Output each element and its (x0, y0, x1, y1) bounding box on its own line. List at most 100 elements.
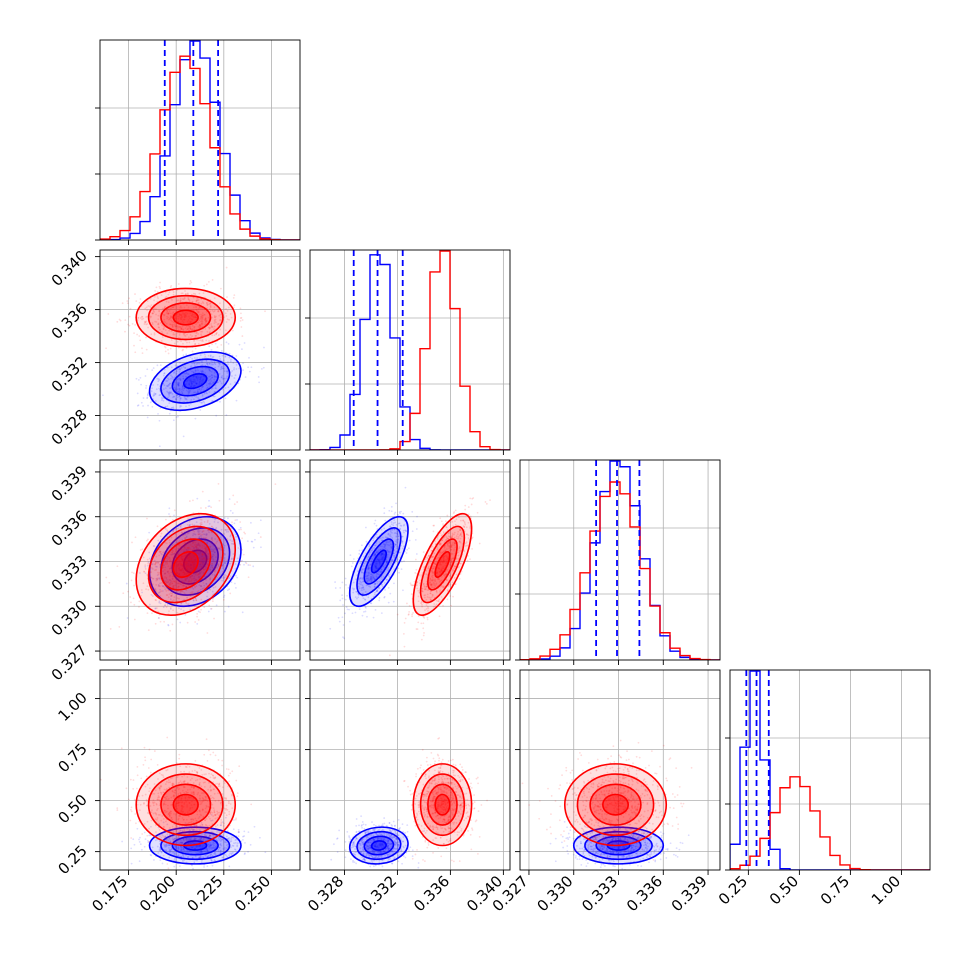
sample-point (384, 536, 387, 539)
sample-point (429, 598, 432, 601)
sample-point (185, 548, 188, 551)
sample-point (380, 558, 383, 561)
sample-point (439, 542, 442, 545)
sample-point (160, 330, 163, 333)
sample-point (188, 517, 190, 520)
sample-point (181, 538, 184, 541)
sample-point (207, 382, 210, 385)
sample-point (183, 387, 186, 390)
density-fill (183, 373, 207, 389)
sample-point (183, 572, 186, 574)
sample-point (178, 370, 181, 373)
sample-point (454, 546, 457, 549)
sample-point (213, 325, 216, 328)
sample-point (411, 510, 414, 513)
sample-point (408, 539, 411, 542)
sample-point (395, 540, 397, 543)
sample-point (180, 327, 183, 330)
sample-point (420, 601, 423, 604)
sample-point (201, 395, 204, 397)
sample-point (226, 855, 229, 858)
sample-point (185, 304, 188, 307)
sample-point (196, 551, 199, 553)
sample-point (199, 390, 202, 393)
sample-point (459, 532, 462, 535)
sample-point (420, 638, 423, 641)
sample-point (374, 583, 376, 585)
sample-point (174, 389, 177, 392)
sample-point (464, 504, 467, 507)
sample-point (197, 543, 200, 546)
sample-point (193, 340, 195, 342)
sample-point (181, 581, 184, 584)
sample-point (218, 362, 221, 364)
sample-point (201, 369, 204, 372)
sample-point (158, 326, 160, 329)
sample-point (145, 588, 147, 591)
sample-point (391, 537, 394, 539)
sample-point (227, 605, 230, 608)
sample-point (395, 545, 398, 548)
sample-point (181, 558, 184, 561)
sample-point (457, 554, 460, 557)
sample-point (122, 592, 125, 595)
sample-point (364, 598, 366, 601)
sample-point (233, 367, 236, 369)
sample-point (180, 839, 182, 841)
sample-point (213, 617, 215, 620)
sample-point (202, 838, 205, 841)
sample-point (206, 307, 209, 310)
sample-point (168, 318, 171, 320)
sample-point (359, 562, 362, 565)
sample-point (141, 318, 143, 321)
sample-point (189, 333, 192, 336)
sample-point (196, 311, 199, 314)
sample-point (440, 596, 443, 598)
sample-point (445, 556, 448, 558)
sample-point (223, 846, 226, 849)
sample-point (223, 553, 226, 555)
sample-point (162, 585, 165, 588)
sample-point (170, 391, 172, 394)
sample-point (183, 573, 186, 576)
sample-point (233, 368, 235, 371)
sample-point (386, 560, 389, 563)
sample-point (200, 339, 203, 342)
sample-point (451, 532, 454, 535)
sample-point (174, 324, 176, 327)
sample-point (469, 515, 472, 518)
sample-point (176, 394, 179, 397)
sample-point (210, 813, 213, 816)
sample-point (203, 545, 206, 548)
sample-point (392, 524, 395, 527)
sample-point (390, 561, 392, 564)
sample-point (365, 540, 368, 543)
sample-point (424, 587, 427, 590)
sample-point (210, 844, 213, 847)
sample-point (359, 580, 362, 583)
sample-point (360, 561, 363, 563)
sample-point (188, 326, 191, 329)
sample-point (378, 541, 381, 543)
sample-point (372, 616, 375, 619)
sample-point (344, 612, 346, 615)
sample-point (205, 567, 208, 569)
sample-point (180, 340, 182, 342)
sample-point (137, 317, 140, 319)
sample-point (183, 542, 186, 545)
sample-point (230, 558, 233, 561)
sample-point (175, 325, 178, 328)
sample-point (411, 584, 413, 587)
sample-point (446, 514, 449, 517)
sample-point (219, 536, 222, 539)
sample-point (415, 568, 418, 571)
sample-point (457, 516, 460, 519)
sample-point (164, 296, 167, 299)
sample-point (197, 338, 199, 341)
sample-point (197, 376, 200, 379)
sample-point (209, 588, 212, 591)
sample-point (235, 368, 238, 370)
sample-point (231, 329, 234, 332)
sample-point (368, 543, 371, 546)
panel-frame (99, 39, 301, 241)
